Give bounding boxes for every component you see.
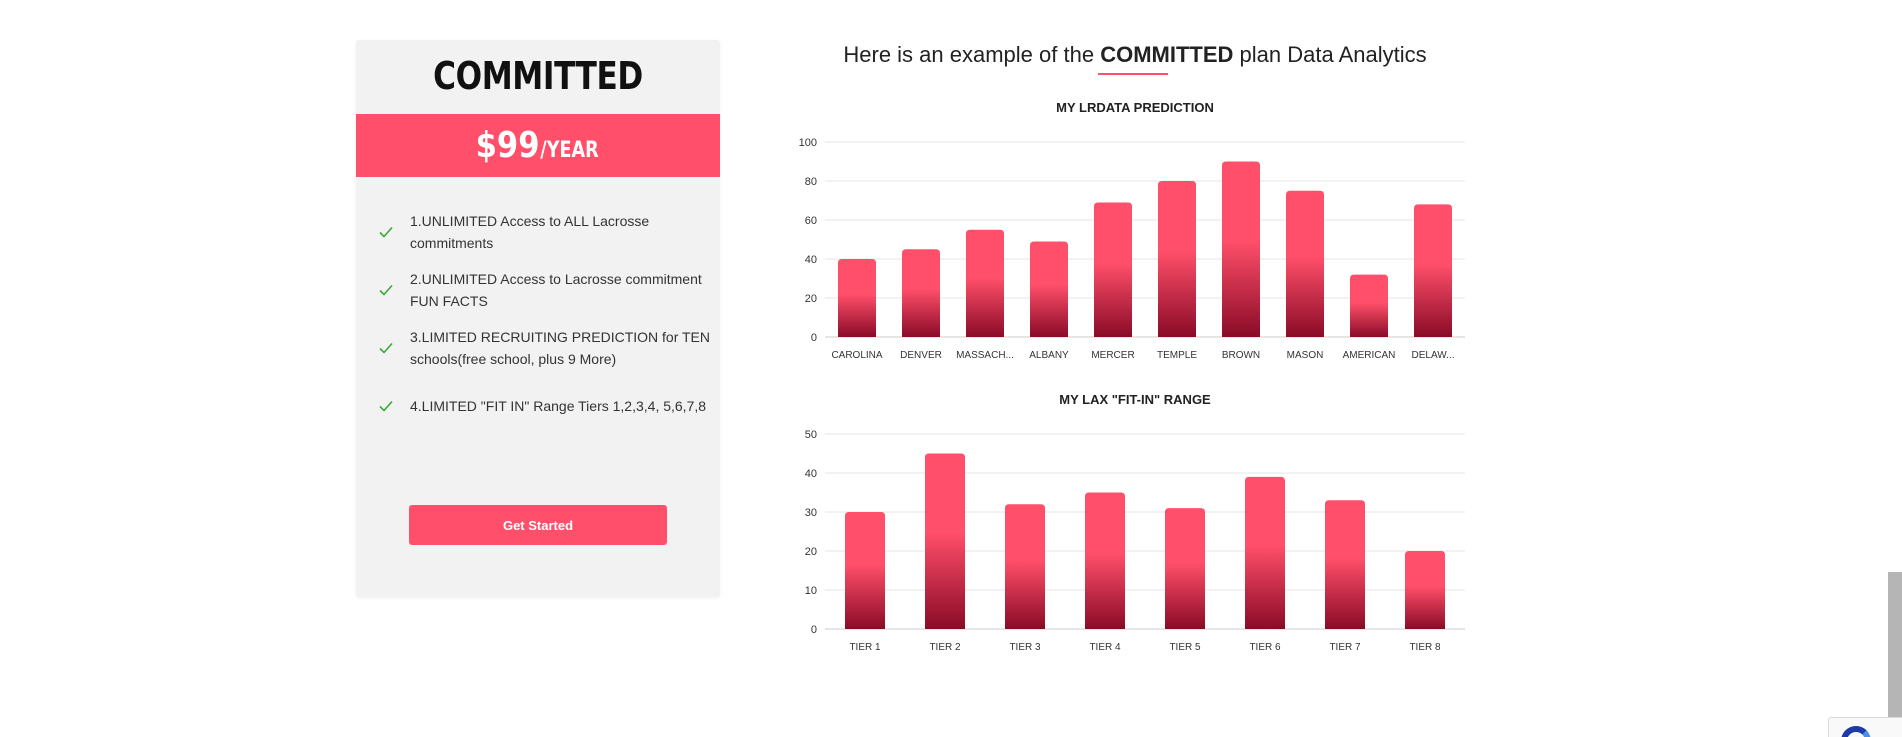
chart-title-prediction: MY LRDATA PREDICTION [1056,100,1214,115]
y-tick-label: 100 [799,137,817,149]
plan-card: COMMITTED $99/YEAR 1.UNLIMITED Access to… [356,40,720,597]
x-category-label: ALBANY [1029,350,1069,361]
feature-text: 1.UNLIMITED Access to ALL Lacrosse commi… [410,213,650,251]
bar-tier-5[interactable] [1165,508,1205,629]
bar-temple[interactable] [1158,181,1196,337]
bar-tier-8[interactable] [1405,551,1445,629]
heading-bold: COMMITTED [1100,42,1234,67]
plan-period: /YEAR [540,138,599,163]
heading-prefix: Here is an example of the [843,42,1101,67]
x-category-label: DELAW... [1412,350,1455,361]
y-tick-label: 0 [811,624,817,636]
plan-name: COMMITTED [433,54,643,98]
y-tick-label: 10 [805,585,817,597]
x-category-label: TIER 1 [849,642,881,653]
check-icon [379,400,393,412]
get-started-button[interactable]: Get Started [409,505,667,545]
x-category-label: TIER 7 [1329,642,1361,653]
x-category-label: TIER 3 [1009,642,1041,653]
bar-tier-1[interactable] [845,512,885,629]
chart-title-fit-in: MY LAX "FIT-IN" RANGE [1059,392,1211,407]
bar-delaw[interactable] [1414,204,1452,337]
x-category-label: DENVER [900,350,942,361]
price-band: $99/YEAR [356,114,720,177]
x-category-label: TIER 6 [1249,642,1281,653]
bar-massach[interactable] [966,229,1004,337]
bar-tier-3[interactable] [1005,504,1045,629]
check-icon [379,284,393,296]
y-tick-label: 40 [805,254,817,266]
heading-underline [1098,73,1168,75]
x-category-label: TIER 5 [1169,642,1201,653]
y-tick-label: 60 [805,215,817,227]
y-tick-label: 40 [805,468,817,480]
y-tick-label: 20 [805,293,817,305]
feature-item: 1.UNLIMITED Access to ALL Lacrosse commi… [370,210,710,254]
feature-list: 1.UNLIMITED Access to ALL Lacrosse commi… [370,210,710,442]
x-category-label: TIER 4 [1089,642,1121,653]
bar-albany[interactable] [1030,241,1068,337]
bar-tier-4[interactable] [1085,492,1125,630]
prediction-bar-chart: 0 20 40 60 80 100 CAROLINA DENVER MASSACH... ALBA… [799,137,1465,361]
check-icon [379,342,393,354]
bar-denver[interactable] [902,249,940,337]
plan-price: $99 [475,125,540,166]
feature-item: 3.LIMITED RECRUITING PREDICTION for TEN … [370,326,710,370]
x-category-label: MERCER [1091,350,1134,361]
bar-brown[interactable] [1222,161,1260,338]
analytics-heading: Here is an example of the COMMITTED plan… [770,42,1500,68]
bar-carolina[interactable] [838,259,876,337]
x-category-label: MASSACH... [956,350,1014,361]
recaptcha-badge[interactable] [1828,717,1902,737]
x-category-label: TIER 8 [1409,642,1441,653]
feature-item: 2.UNLIMITED Access to Lacrosse commitmen… [370,268,710,312]
bar-mason[interactable] [1286,190,1324,337]
x-category-label: TEMPLE [1157,350,1197,361]
y-tick-label: 30 [805,507,817,519]
y-tick-label: 50 [805,429,817,441]
feature-text: 4.LIMITED "FIT IN" Range Tiers 1,2,3,4, … [410,398,707,414]
y-tick-label: 80 [805,176,817,188]
check-icon [379,226,393,238]
recaptcha-icon [1841,726,1871,737]
x-category-label: BROWN [1222,350,1260,361]
bar-tier-2[interactable] [925,453,965,630]
scrollbar-thumb[interactable] [1888,572,1902,737]
x-category-label: MASON [1287,350,1324,361]
heading-suffix: plan Data Analytics [1233,42,1427,67]
feature-text: 2.UNLIMITED Access to Lacrosse commitmen… [410,271,702,309]
feature-item: 4.LIMITED "FIT IN" Range Tiers 1,2,3,4, … [370,384,710,428]
x-category-label: TIER 2 [929,642,961,653]
x-category-label: AMERICAN [1343,350,1396,361]
y-tick-label: 0 [811,332,817,344]
bar-american[interactable] [1350,274,1388,337]
feature-text: 3.LIMITED RECRUITING PREDICTION for TEN … [410,329,710,367]
bar-tier-7[interactable] [1325,500,1365,629]
x-category-label: CAROLINA [831,350,882,361]
y-tick-label: 20 [805,546,817,558]
bar-mercer[interactable] [1094,202,1132,337]
bar-tier-6[interactable] [1245,476,1285,629]
fit-in-bar-chart: 0 10 20 30 40 50 TIER 1 TIER 2 TIER 3 TIER 4 TIER … [805,429,1465,653]
